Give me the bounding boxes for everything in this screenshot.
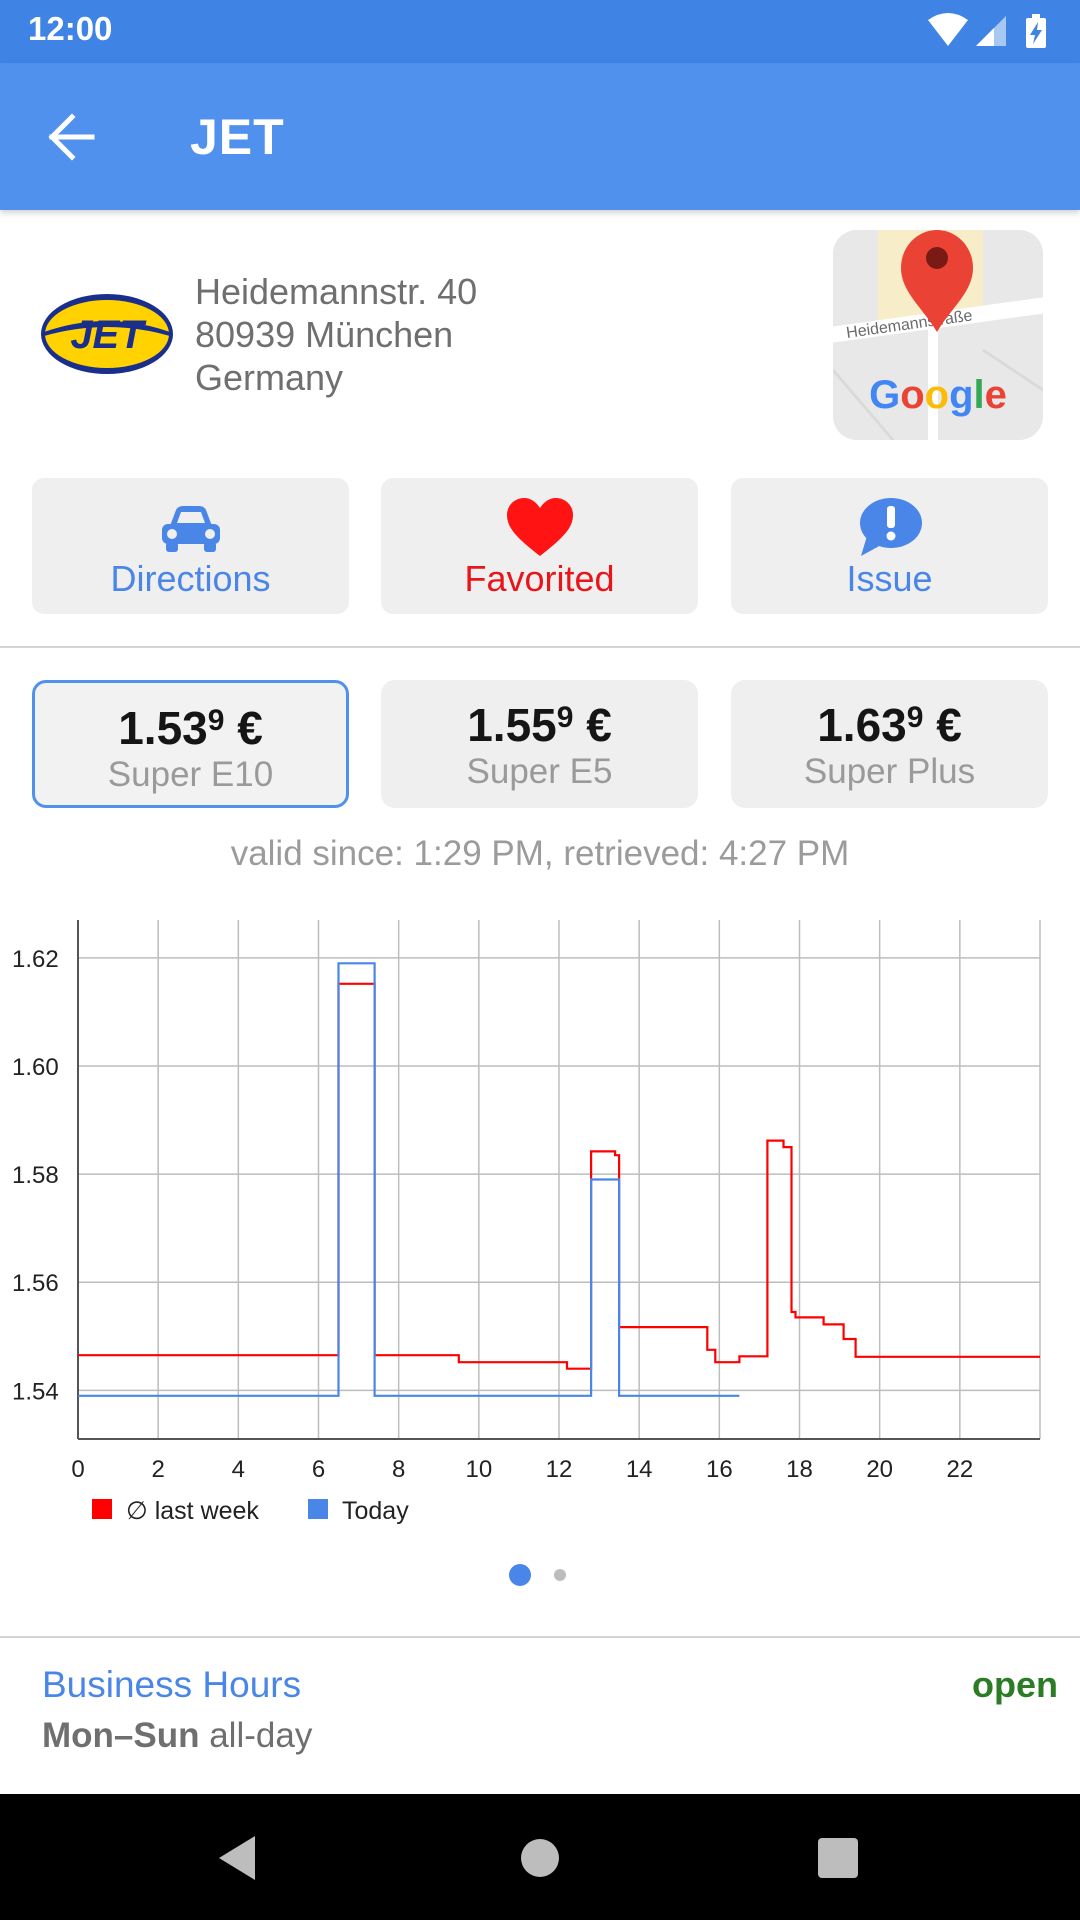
battery-charging-icon xyxy=(1026,14,1046,48)
legend-swatch xyxy=(92,1499,112,1519)
price-value: 1.559 € xyxy=(467,699,612,751)
x-tick-label: 16 xyxy=(706,1456,733,1483)
x-tick-label: 8 xyxy=(392,1456,405,1483)
jet-logo: JET xyxy=(41,294,173,374)
x-tick-label: 0 xyxy=(71,1456,84,1483)
status-bar: 12:00 xyxy=(0,0,1080,63)
series-line xyxy=(78,982,1040,1370)
app-bar: JET xyxy=(0,63,1080,210)
directions-label: Directions xyxy=(110,558,271,599)
legend-label: ∅ last week xyxy=(126,1497,259,1525)
app-title: JET xyxy=(190,109,285,165)
y-tick-label: 1.62 xyxy=(12,946,59,973)
y-tick-label: 1.54 xyxy=(12,1378,59,1405)
signal-icon xyxy=(976,16,1006,46)
issue-label: Issue xyxy=(846,558,933,599)
favorite-button[interactable]: Favorited xyxy=(381,478,698,614)
divider xyxy=(0,646,1080,648)
nav-home-icon[interactable] xyxy=(512,1830,568,1886)
issue-button[interactable]: Issue xyxy=(731,478,1048,614)
x-tick-label: 22 xyxy=(946,1456,973,1483)
price-value: 1.539 € xyxy=(118,702,263,754)
open-status: open xyxy=(972,1664,1058,1705)
directions-button[interactable]: Directions xyxy=(32,478,349,614)
x-tick-label: 4 xyxy=(232,1456,245,1483)
fuel-type: Super E5 xyxy=(466,752,613,791)
nav-recents-icon[interactable] xyxy=(810,1830,866,1886)
back-arrow-icon[interactable] xyxy=(46,111,98,163)
pager-dot[interactable] xyxy=(554,1569,566,1581)
price-super-plus[interactable]: 1.639 € Super Plus xyxy=(731,680,1048,808)
x-tick-label: 2 xyxy=(151,1456,164,1483)
legend-swatch xyxy=(308,1499,328,1519)
x-tick-label: 14 xyxy=(626,1456,653,1483)
pager-indicator[interactable] xyxy=(0,1560,1080,1590)
system-nav-bar xyxy=(0,1794,1080,1920)
price-super-e5[interactable]: 1.559 € Super E5 xyxy=(381,680,698,808)
price-value: 1.639 € xyxy=(817,699,962,751)
y-tick-label: 1.58 xyxy=(12,1162,59,1189)
station-address: Heidemannstr. 40 80939 München Germany xyxy=(195,270,477,399)
series-line xyxy=(78,962,740,1397)
business-hours-title: Business Hours xyxy=(42,1664,302,1705)
fuel-type: Super E10 xyxy=(107,755,274,794)
x-tick-label: 12 xyxy=(546,1456,573,1483)
x-tick-label: 10 xyxy=(465,1456,492,1483)
favorite-label: Favorited xyxy=(464,558,615,599)
x-tick-label: 20 xyxy=(866,1456,893,1483)
logo-text: JET xyxy=(70,313,147,357)
map-pin-icon xyxy=(901,230,973,332)
address-line-street: Heidemannstr. 40 xyxy=(195,271,478,312)
price-validity-text: valid since: 1:29 PM, retrieved: 4:27 PM xyxy=(230,834,850,873)
divider xyxy=(0,1636,1080,1638)
map-brand: Google xyxy=(869,373,1007,417)
legend-label: Today xyxy=(342,1497,409,1525)
exclamation-bubble-icon xyxy=(859,498,922,556)
map-image: Heidemannstraße Google xyxy=(833,230,1043,440)
address-line-country: Germany xyxy=(195,357,344,398)
status-icons xyxy=(928,13,1046,48)
price-history-chart[interactable]: 0 2 4 6 8 10 12 14 16 18 20 22 1.54 1.56 1.58 1.60 1.62 ∅… xyxy=(0,900,1080,1540)
status-time: 12:00 xyxy=(28,10,113,47)
wifi-icon xyxy=(928,13,968,46)
map-thumbnail[interactable]: Heidemannstraße Google xyxy=(833,230,1043,440)
x-tick-label: 6 xyxy=(312,1456,325,1483)
x-tick-label: 18 xyxy=(786,1456,813,1483)
nav-back-icon[interactable] xyxy=(211,1830,267,1886)
y-tick-label: 1.56 xyxy=(12,1270,59,1297)
price-super-e10[interactable]: 1.539 € Super E10 xyxy=(32,680,349,808)
y-tick-label: 1.60 xyxy=(12,1054,59,1081)
heart-icon xyxy=(506,498,573,556)
address-line-city: 80939 München xyxy=(195,314,454,355)
car-icon xyxy=(161,506,220,552)
pager-dot-active[interactable] xyxy=(509,1564,531,1586)
business-hours-value: Mon–Sun all-day xyxy=(42,1716,313,1755)
fuel-type: Super Plus xyxy=(803,752,976,791)
